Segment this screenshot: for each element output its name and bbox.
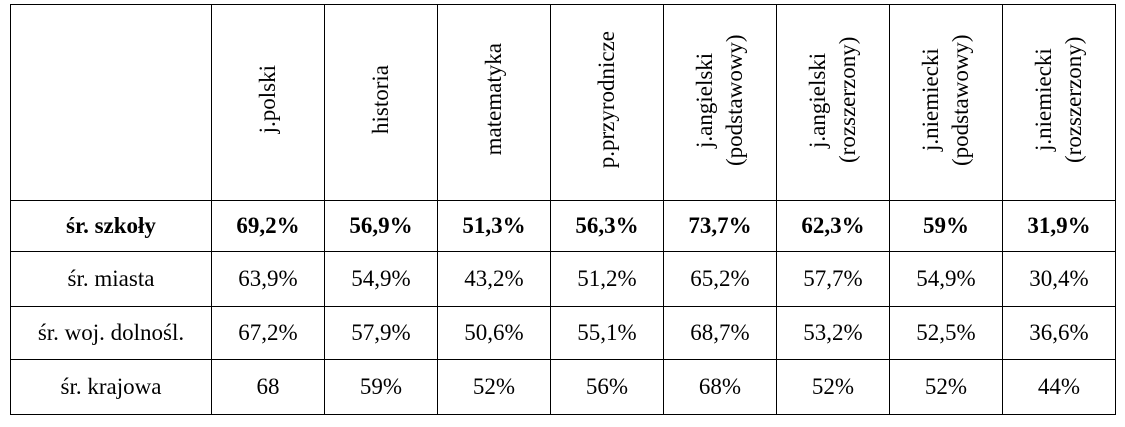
cell: 57,9% <box>324 306 438 360</box>
row-label: śr. krajowa <box>10 359 212 415</box>
header-cell: historia <box>324 4 438 201</box>
header-text: j.niemiecki (podstawowy) <box>918 33 973 166</box>
data-row: śr. szkoły 69,2% 56,9% 51,3% 56,3% 73,7% 62,3%… <box>10 200 1116 252</box>
cell: 52% <box>776 359 890 415</box>
header-row: j.polski historia matematyka p.przyrodnicze… <box>10 4 1116 201</box>
header-text: historia <box>368 65 393 134</box>
cell: 52,5% <box>889 306 1003 360</box>
header-text: matematyka <box>481 43 506 156</box>
data-row: śr. woj. dolnośl. 67,2% 57,9% 50,6% 55,1% 68,… <box>10 306 1116 360</box>
cell: 56,3% <box>550 200 664 252</box>
header-text: j.angielski (podstawowy) <box>692 33 747 166</box>
header-cell: j.niemiecki (podstawowy) <box>889 4 1003 201</box>
corner-cell <box>10 4 212 201</box>
cell: 59% <box>324 359 438 415</box>
cell: 54,9% <box>324 251 438 307</box>
cell: 56% <box>550 359 664 415</box>
header-cell: matematyka <box>437 4 551 201</box>
data-row: śr. krajowa 68 59% 52% 56% 68% 52% 52% 44% <box>10 359 1116 415</box>
cell: 56,9% <box>324 200 438 252</box>
cell: 55,1% <box>550 306 664 360</box>
cell: 68% <box>663 359 777 415</box>
header-cell: p.przyrodnicze <box>550 4 664 201</box>
cell: 44% <box>1002 359 1116 415</box>
data-row: śr. miasta 63,9% 54,9% 43,2% 51,2% 65,2% 57,7%… <box>10 251 1116 307</box>
cell: 59% <box>889 200 1003 252</box>
cell: 68 <box>211 359 325 415</box>
row-label: śr. woj. dolnośl. <box>10 306 212 360</box>
header-cell: j.angielski (podstawowy) <box>663 4 777 201</box>
cell: 54,9% <box>889 251 1003 307</box>
cell: 51,2% <box>550 251 664 307</box>
cell: 69,2% <box>211 200 325 252</box>
header-text: j.angielski (rozszerzony) <box>805 36 860 163</box>
cell: 52% <box>889 359 1003 415</box>
header-cell: j.angielski (rozszerzony) <box>776 4 890 201</box>
header-text: p.przyrodnicze <box>594 30 619 169</box>
cell: 43,2% <box>437 251 551 307</box>
cell: 53,2% <box>776 306 890 360</box>
cell: 51,3% <box>437 200 551 252</box>
cell: 57,7% <box>776 251 890 307</box>
cell: 68,7% <box>663 306 777 360</box>
cell: 65,2% <box>663 251 777 307</box>
cell: 63,9% <box>211 251 325 307</box>
row-label: śr. szkoły <box>10 200 212 252</box>
page: j.polski historia matematyka p.przyrodnicze… <box>10 4 1116 415</box>
row-label: śr. miasta <box>10 251 212 307</box>
header-text: j.polski <box>255 65 280 134</box>
cell: 31,9% <box>1002 200 1116 252</box>
header-cell: j.niemiecki (rozszerzony) <box>1002 4 1116 201</box>
cell: 50,6% <box>437 306 551 360</box>
cell: 73,7% <box>663 200 777 252</box>
cell: 36,6% <box>1002 306 1116 360</box>
results-table: j.polski historia matematyka p.przyrodnicze… <box>10 4 1116 415</box>
cell: 62,3% <box>776 200 890 252</box>
header-text: j.niemiecki (rozszerzony) <box>1031 36 1086 163</box>
cell: 52% <box>437 359 551 415</box>
header-cell: j.polski <box>211 4 325 201</box>
cell: 30,4% <box>1002 251 1116 307</box>
cell: 67,2% <box>211 306 325 360</box>
